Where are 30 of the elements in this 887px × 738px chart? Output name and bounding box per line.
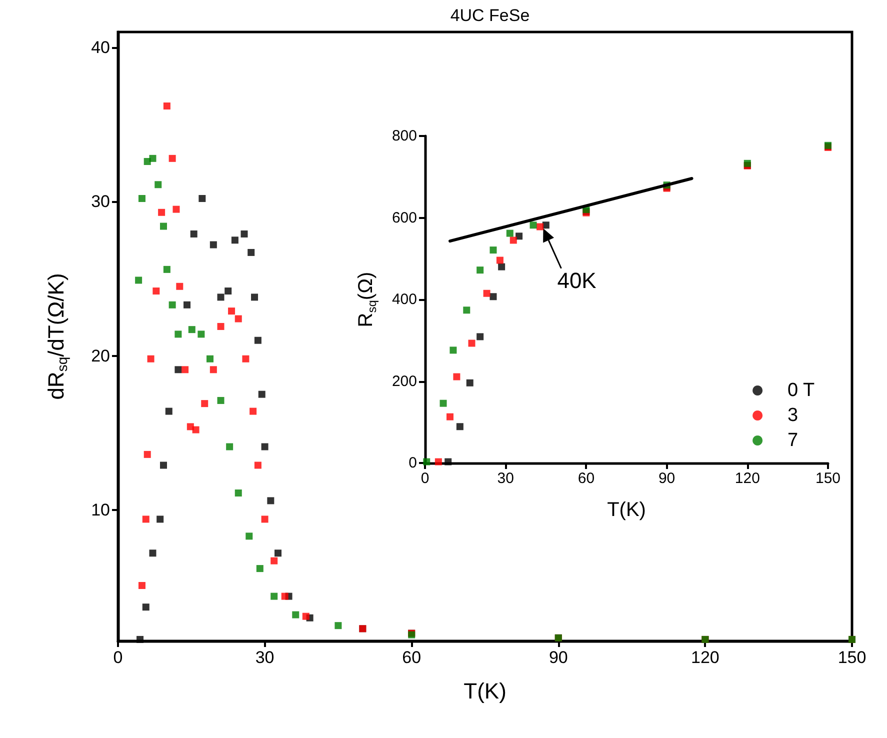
y-tick-label: 20 — [91, 346, 110, 366]
x-tick-label: 60 — [402, 648, 422, 667]
y-tick-label: 800 — [392, 128, 417, 144]
x-tick-label: 30 — [255, 648, 274, 667]
y-tick-label: 0 — [408, 454, 417, 472]
y-tick-label: 400 — [392, 291, 417, 308]
y-axis-title: Rsq(Ω) — [355, 272, 379, 328]
annotation: 40K — [557, 268, 597, 293]
chart-title: 4UC FeSe — [450, 6, 530, 25]
x-tick-label: 120 — [691, 648, 720, 667]
y-axis-title: dRsq/dT(Ω/K) — [44, 273, 70, 400]
x-axis-title: T(K) — [607, 499, 646, 521]
x-tick-label: 90 — [658, 470, 676, 487]
x-tick-label: 90 — [548, 648, 568, 667]
y-tick-label: 10 — [91, 500, 110, 520]
x-tick-label: 30 — [497, 470, 514, 487]
legend-label: 0 T — [788, 380, 816, 401]
legend-label: 3 — [788, 405, 798, 426]
y-tick-label: 600 — [392, 209, 417, 226]
x-tick-label: 120 — [734, 470, 760, 487]
x-tick-label: 0 — [113, 648, 123, 667]
y-tick-label: 200 — [392, 372, 417, 390]
legend-label: 7 — [788, 430, 798, 451]
x-tick-label: 0 — [420, 470, 430, 487]
x-tick-label: 150 — [838, 648, 866, 667]
x-tick-label: 60 — [578, 470, 595, 487]
y-tick-label: 40 — [91, 38, 110, 57]
x-tick-label: 150 — [815, 470, 841, 487]
y-tick-label: 30 — [91, 192, 110, 212]
x-axis-title: T(K) — [464, 678, 506, 704]
